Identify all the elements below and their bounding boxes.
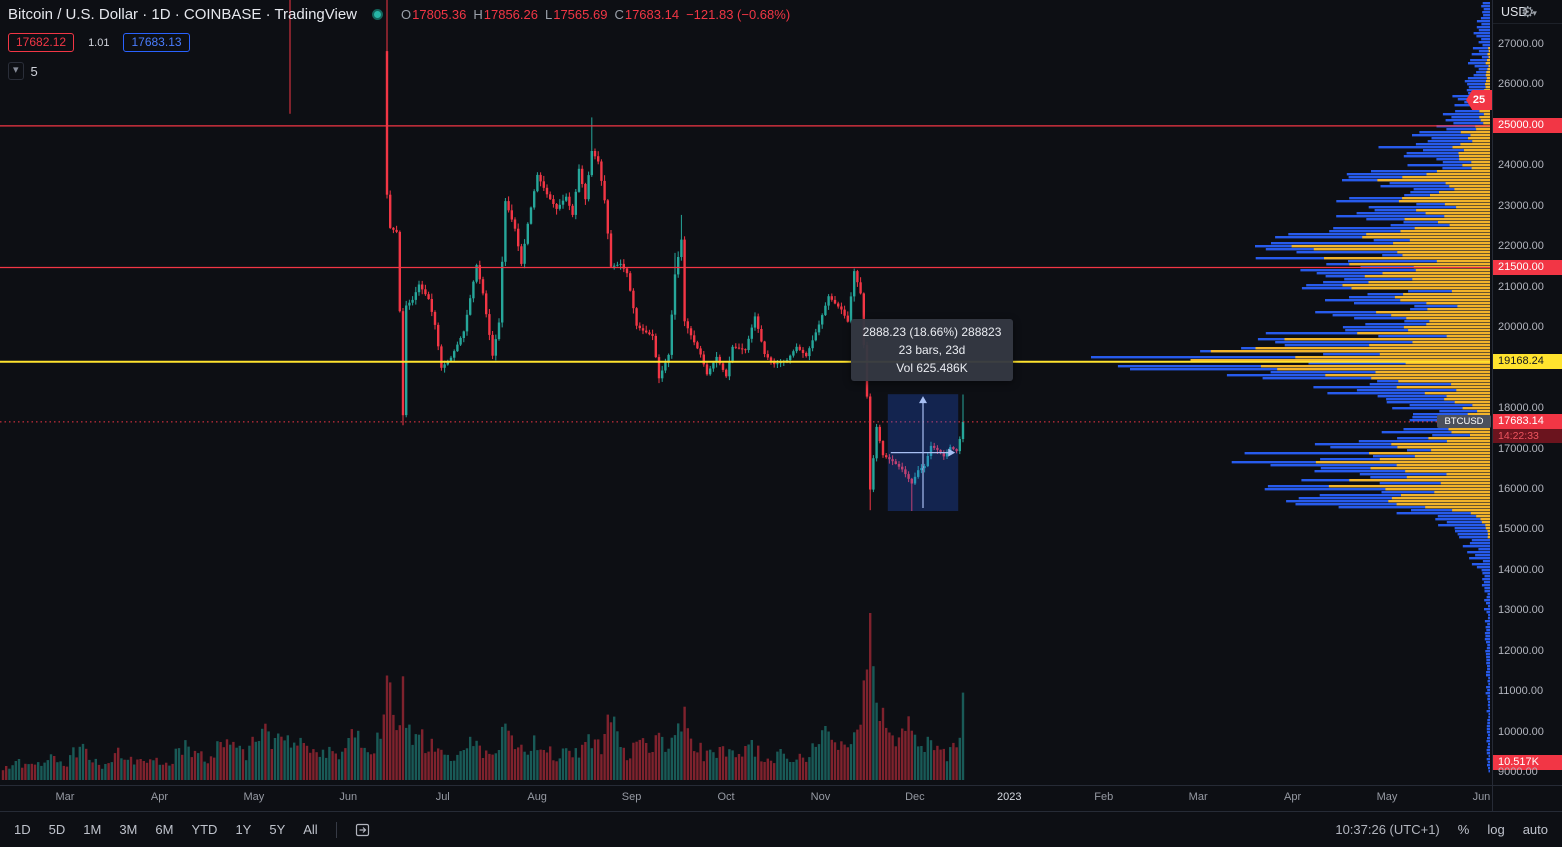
range-button-5y[interactable]: 5Y	[269, 822, 286, 837]
currency-label: USD	[1501, 5, 1528, 19]
bottom-toolbar: 1D 5D 1M 3M 6M YTD 1Y 5Y All 10:37:26 (U…	[0, 811, 1562, 847]
spread-value: 1.01	[88, 36, 110, 49]
time-axis-label: 2023	[997, 791, 1022, 803]
time-axis-label: May	[1376, 791, 1398, 803]
open-value: 17805.36	[412, 6, 467, 22]
partial-price-tag[interactable]: 25	[1466, 90, 1492, 110]
time-axis-label: Jul	[435, 791, 450, 803]
time-axis-label: May	[243, 791, 265, 803]
price-axis-label: 15000.00	[1498, 523, 1544, 536]
price-level-badge: 19168.24	[1493, 354, 1562, 370]
range-button-6m[interactable]: 6M	[155, 822, 174, 837]
price-axis-label: 9000.00	[1498, 766, 1538, 779]
clock[interactable]: 10:37:26 (UTC+1)	[1335, 822, 1440, 837]
measure-change-line: 2888.23 (18.66%) 288823	[862, 325, 1002, 339]
range-button-5d[interactable]: 5D	[48, 822, 66, 837]
measure-tooltip: 2888.23 (18.66%) 288823 23 bars, 23d Vol…	[851, 319, 1013, 381]
measure-bars-line: 23 bars, 23d	[898, 343, 966, 357]
legend-row: Bitcoin / U.S. Dollar · 1D · COINBASE · …	[8, 4, 797, 24]
chart-canvas[interactable]	[0, 0, 1562, 785]
chevron-down-icon[interactable]: ▾	[8, 62, 24, 80]
price-axis-label: 11000.00	[1498, 685, 1544, 698]
time-axis-label: Dec	[905, 791, 925, 803]
toolbar-divider	[335, 821, 337, 838]
high-value: 17856.26	[483, 6, 538, 22]
price-axis-label: 14000.00	[1498, 563, 1544, 576]
last-price-badge: 17683.14	[1493, 414, 1562, 430]
chevron-down-icon: ▾	[1532, 8, 1537, 18]
time-axis-label: Mar	[1188, 791, 1208, 803]
currency-selector[interactable]: USD ▾	[1493, 0, 1562, 24]
price-axis-label: 13000.00	[1498, 604, 1544, 617]
price-axis-label: 18000.00	[1498, 402, 1544, 415]
price-axis-label: 27000.00	[1498, 38, 1544, 50]
price-axis[interactable]: USD ▾ 17683.14 14:22:33 10.517K 27000.00 2…	[1492, 0, 1562, 811]
close-label: C	[614, 6, 624, 22]
price-axis-label: 10000.00	[1498, 725, 1544, 738]
time-axis-label: Jun	[1472, 791, 1491, 803]
price-axis-label: 16000.00	[1498, 482, 1544, 495]
series-marker-dot	[372, 8, 383, 20]
price-axis-label: 22000.00	[1498, 240, 1544, 253]
percent-scale-button[interactable]: %	[1457, 822, 1470, 837]
time-axis-label: Nov	[810, 791, 831, 803]
time-axis-label: Mar	[55, 791, 75, 803]
change-value: −121.83 (−0.68%)	[686, 6, 791, 22]
time-axis-label: Sep	[621, 791, 642, 803]
range-button-1y[interactable]: 1Y	[235, 822, 252, 837]
price-axis-label: 20000.00	[1498, 321, 1544, 334]
time-axis-label: Oct	[717, 791, 735, 803]
price-axis-label: 26000.00	[1498, 78, 1544, 91]
bid-ask-row: 17682.12 1.01 17683.13	[8, 33, 797, 52]
legend-collapse-row: ▾ 5	[8, 62, 797, 80]
bar-countdown: 14:22:33	[1493, 429, 1562, 444]
time-axis-label: Feb	[1094, 791, 1114, 803]
volume-value-badge: 10.517K	[1493, 755, 1562, 770]
low-value: 17565.69	[553, 6, 608, 22]
settings-gear-icon[interactable]: ⚙	[1521, 4, 1535, 21]
price-level-badge: 21500.00	[1493, 259, 1562, 275]
price-axis-label: 12000.00	[1498, 644, 1544, 657]
range-button-3m[interactable]: 3M	[119, 822, 138, 837]
symbol-title[interactable]: Bitcoin / U.S. Dollar · 1D · COINBASE · …	[8, 5, 357, 23]
high-label: H	[473, 6, 483, 22]
auto-scale-button[interactable]: auto	[1522, 822, 1548, 837]
price-axis-label: 21000.00	[1498, 280, 1544, 293]
time-axis-label: Aug	[527, 791, 547, 803]
hidden-items-count[interactable]: 5	[30, 63, 38, 79]
range-button-all[interactable]: All	[303, 822, 318, 837]
price-axis-label: 17000.00	[1498, 442, 1544, 455]
price-level-badge: 25000.00	[1493, 118, 1562, 134]
sell-price-button[interactable]: 17682.12	[8, 33, 75, 52]
time-axis-label: Jun	[339, 791, 358, 803]
chart-legend: Bitcoin / U.S. Dollar · 1D · COINBASE · …	[8, 4, 797, 80]
log-scale-button[interactable]: log	[1487, 822, 1505, 837]
price-line-symbol-tag: BTCUSD	[1437, 415, 1491, 429]
price-axis-label: 23000.00	[1498, 199, 1544, 212]
time-axis[interactable]: Mar Apr May Jun Jul Aug Sep Oct Nov Dec 2023 Feb Mar…	[0, 785, 1562, 812]
time-axis-label: Apr	[150, 791, 168, 803]
range-button-ytd[interactable]: YTD	[191, 822, 218, 837]
price-axis-label: 24000.00	[1498, 159, 1544, 172]
go-to-date-icon[interactable]	[355, 822, 371, 838]
ohlc-legend: O17805.36 H17856.26 L17565.69 C17683.14 −121…	[401, 7, 797, 22]
range-button-1d[interactable]: 1D	[14, 822, 31, 837]
close-value: 17683.14	[624, 6, 680, 22]
range-button-1m[interactable]: 1M	[83, 822, 102, 837]
time-axis-label: Apr	[1284, 791, 1302, 803]
buy-price-button[interactable]: 17683.13	[123, 33, 190, 52]
open-label: O	[401, 6, 412, 22]
measure-volume-line: Vol 625.486K	[896, 361, 968, 375]
low-label: L	[544, 6, 553, 22]
